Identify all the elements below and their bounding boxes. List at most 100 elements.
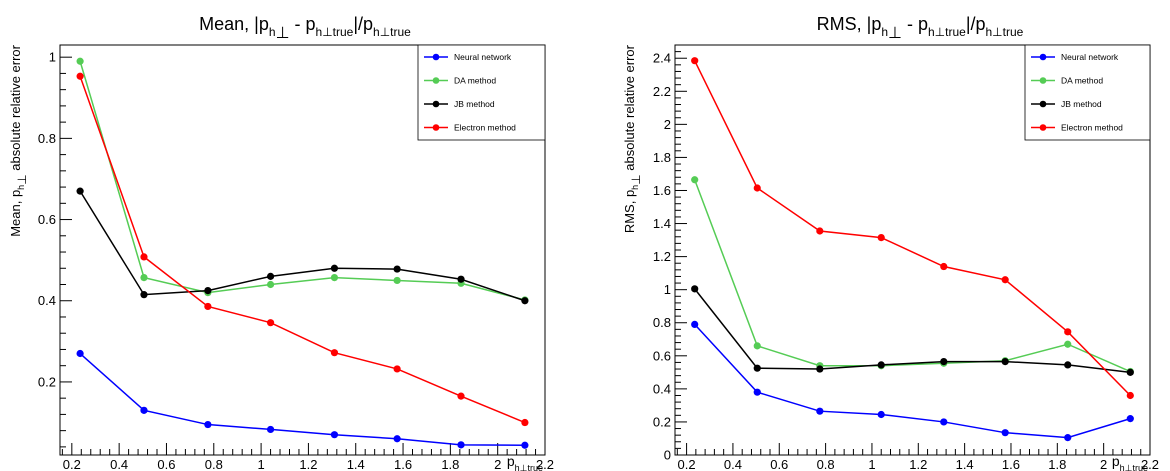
legend-label: Neural network bbox=[454, 52, 512, 62]
data-point bbox=[76, 57, 84, 65]
series-line-2 bbox=[79, 61, 526, 301]
data-point bbox=[753, 364, 761, 372]
data-point bbox=[691, 57, 699, 65]
data-point bbox=[1126, 391, 1134, 400]
y-tick-label: 0.8 bbox=[38, 131, 56, 146]
data-point bbox=[266, 272, 275, 280]
y-tick-label: 1.4 bbox=[653, 216, 671, 231]
legend-label: JB method bbox=[454, 99, 495, 109]
legend: Neural network DA method JB method Electron… bbox=[417, 44, 546, 141]
xlabel-sub: h⊥true bbox=[515, 463, 543, 471]
x-tick-label: 0.2 bbox=[678, 457, 696, 471]
data-point bbox=[1064, 434, 1072, 442]
y-tick-label: 0.6 bbox=[653, 348, 671, 363]
data-point bbox=[1064, 328, 1072, 336]
title-part: RMS, |p bbox=[817, 14, 882, 34]
data-point bbox=[393, 265, 401, 273]
data-point bbox=[393, 365, 401, 373]
legend-label: Neural network bbox=[1061, 52, 1119, 62]
data-point bbox=[393, 276, 401, 285]
x-tick-label: 1.8 bbox=[1048, 457, 1066, 471]
title-part: |/p bbox=[353, 14, 373, 34]
data-point bbox=[140, 274, 148, 282]
data-point bbox=[521, 297, 529, 305]
title-sub: h bbox=[881, 25, 888, 39]
title-sub: h⊥true bbox=[373, 25, 411, 39]
y-tick-label: 0.2 bbox=[38, 374, 56, 389]
data-point bbox=[140, 253, 148, 261]
x-tick-label: 1 bbox=[257, 457, 264, 471]
y-tick-label: 1.2 bbox=[653, 249, 671, 264]
data-point bbox=[753, 388, 761, 396]
ylabel-part: absolute relative error bbox=[622, 44, 637, 174]
y-tick-label: 0.2 bbox=[653, 414, 671, 429]
data-point bbox=[1001, 429, 1009, 437]
x-tick-label: 0.4 bbox=[724, 457, 742, 471]
x-tick-label: 1.2 bbox=[909, 457, 927, 471]
data-point bbox=[266, 280, 275, 289]
x-tick-label: 0.8 bbox=[205, 457, 223, 471]
title-sub: h⊥true bbox=[316, 25, 354, 39]
legend-swatch-marker bbox=[1039, 100, 1047, 108]
series-line-2 bbox=[693, 179, 1131, 373]
data-point bbox=[457, 392, 465, 400]
x-tick-label: 0.4 bbox=[110, 457, 128, 471]
legend-swatch-marker bbox=[432, 124, 440, 131]
data-point bbox=[1001, 357, 1009, 366]
title-part: - p bbox=[902, 14, 928, 34]
x-tick-label: 1.6 bbox=[394, 457, 412, 471]
x-axis-label: ph⊥true bbox=[1112, 453, 1148, 471]
data-point bbox=[76, 72, 84, 80]
y-tick-label: 0.6 bbox=[38, 212, 56, 227]
series-line-1 bbox=[694, 323, 1131, 439]
legend-label: JB method bbox=[1061, 99, 1102, 109]
data-point bbox=[76, 187, 84, 195]
y-tick-label: 2 bbox=[664, 117, 671, 132]
y-tick-label: 1.8 bbox=[653, 150, 671, 165]
legend-box bbox=[1024, 44, 1151, 141]
title-perp: ⊥ bbox=[888, 25, 902, 42]
data-point bbox=[1064, 340, 1072, 348]
legend-swatch-marker bbox=[432, 77, 440, 84]
xlabel-part: p bbox=[1112, 453, 1120, 469]
x-tick-label: 0.8 bbox=[817, 457, 835, 471]
legend-box bbox=[417, 44, 546, 141]
data-point bbox=[330, 431, 339, 439]
legend-label: DA method bbox=[1061, 76, 1103, 86]
data-point bbox=[266, 425, 275, 434]
data-point bbox=[877, 234, 885, 242]
ylabel-perp: ⊥ bbox=[629, 174, 643, 184]
legend-swatch-marker bbox=[432, 100, 440, 108]
data-point bbox=[1126, 368, 1134, 376]
legend-label: Electron method bbox=[454, 123, 516, 133]
y-tick-label: 1 bbox=[664, 282, 671, 297]
data-point bbox=[204, 286, 212, 295]
data-point bbox=[1126, 415, 1134, 423]
xlabel-part: p bbox=[507, 453, 515, 469]
title-perp: ⊥ bbox=[276, 25, 290, 42]
legend-label: DA method bbox=[454, 76, 496, 86]
ylabel-part: Mean, p bbox=[8, 190, 23, 237]
data-point bbox=[940, 357, 948, 366]
ylabel-part: absolute relative error bbox=[8, 44, 23, 174]
legend-swatch-marker bbox=[1039, 77, 1047, 84]
x-axis-label: ph⊥true bbox=[507, 453, 543, 471]
chart-title: RMS, |ph⊥ - ph⊥true|/ph⊥true bbox=[817, 14, 1024, 42]
title-part: - p bbox=[290, 14, 316, 34]
x-tick-label: 1.8 bbox=[441, 457, 459, 471]
data-point bbox=[521, 441, 529, 449]
data-point bbox=[816, 365, 824, 373]
data-point bbox=[877, 361, 885, 369]
title-part: |/p bbox=[966, 14, 986, 34]
y-tick-label: 0.4 bbox=[38, 293, 56, 308]
ylabel-perp: ⊥ bbox=[15, 174, 29, 184]
data-point bbox=[877, 410, 885, 419]
title-sub: h⊥true bbox=[986, 25, 1024, 39]
x-tick-label: 2 bbox=[1100, 457, 1107, 471]
x-tick-label: 2.2 bbox=[536, 457, 554, 471]
x-tick-label: 2 bbox=[494, 457, 501, 471]
x-tick-label: 1.4 bbox=[956, 457, 974, 471]
data-point bbox=[140, 406, 148, 414]
x-tick-label: 1.6 bbox=[1002, 457, 1020, 471]
data-point bbox=[140, 291, 148, 299]
